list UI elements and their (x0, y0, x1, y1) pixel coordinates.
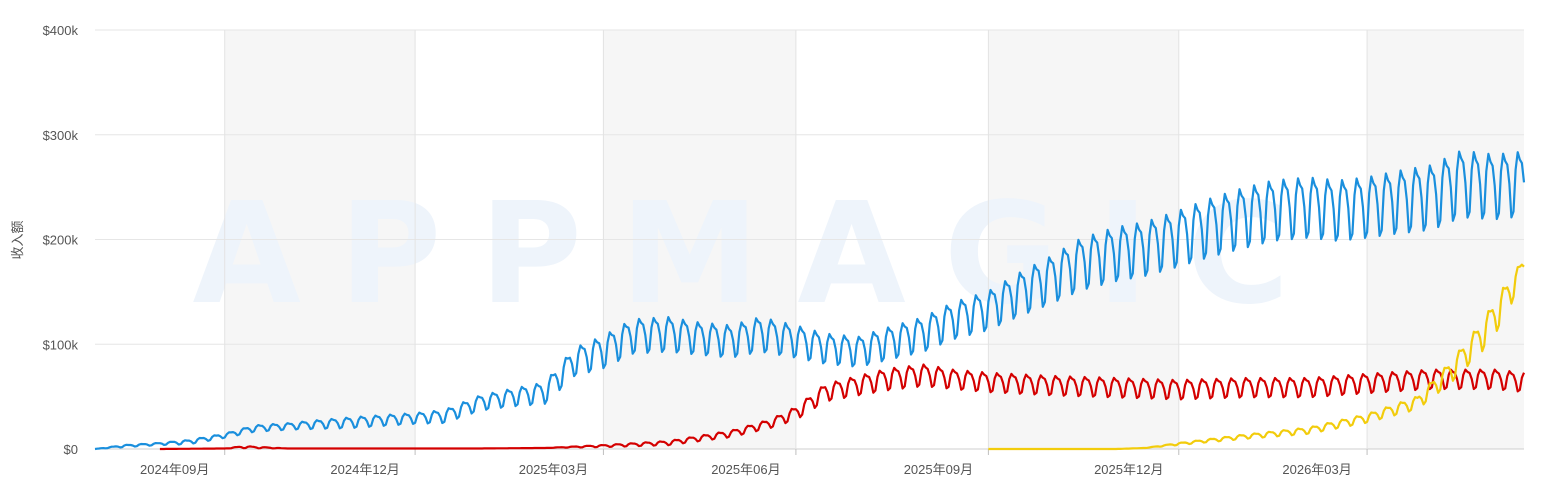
x-tick-label-0: 2024年09月 (140, 462, 209, 477)
y-tick-label-3: $300k (43, 128, 79, 143)
series-line-2 (988, 263, 1525, 451)
x-tick-label-6: 2026年03月 (1282, 462, 1351, 477)
y-tick-label-1: $100k (43, 337, 79, 352)
x-tick-label-1: 2024年12月 (330, 462, 399, 477)
y-tick-label-0: $0 (64, 442, 78, 457)
y-axis-ticks: $0 $100k $200k $300k $400k (43, 23, 79, 457)
x-tick-label-4: 2025年09月 (904, 462, 973, 477)
series-lines (94, 150, 1526, 451)
series-line-0 (94, 150, 1526, 451)
y-axis-label: 收入额 (11, 220, 26, 259)
x-tick-label-5: 2025年12月 (1094, 462, 1163, 477)
horizontal-gridlines (95, 29, 1524, 450)
y-tick-label-2: $200k (43, 233, 79, 248)
x-axis-ticks: 2024年09月 2024年12月 2025年03月 2025年06月 2025年09月… (140, 462, 1352, 477)
series-line-1 (159, 363, 1526, 451)
y-tick-label-4: $400k (43, 23, 79, 38)
x-tick-label-2: 2025年03月 (519, 462, 588, 477)
watermark-text: APPMAGIC (193, 173, 1328, 336)
x-tick-label-3: 2025年06月 (711, 462, 780, 477)
